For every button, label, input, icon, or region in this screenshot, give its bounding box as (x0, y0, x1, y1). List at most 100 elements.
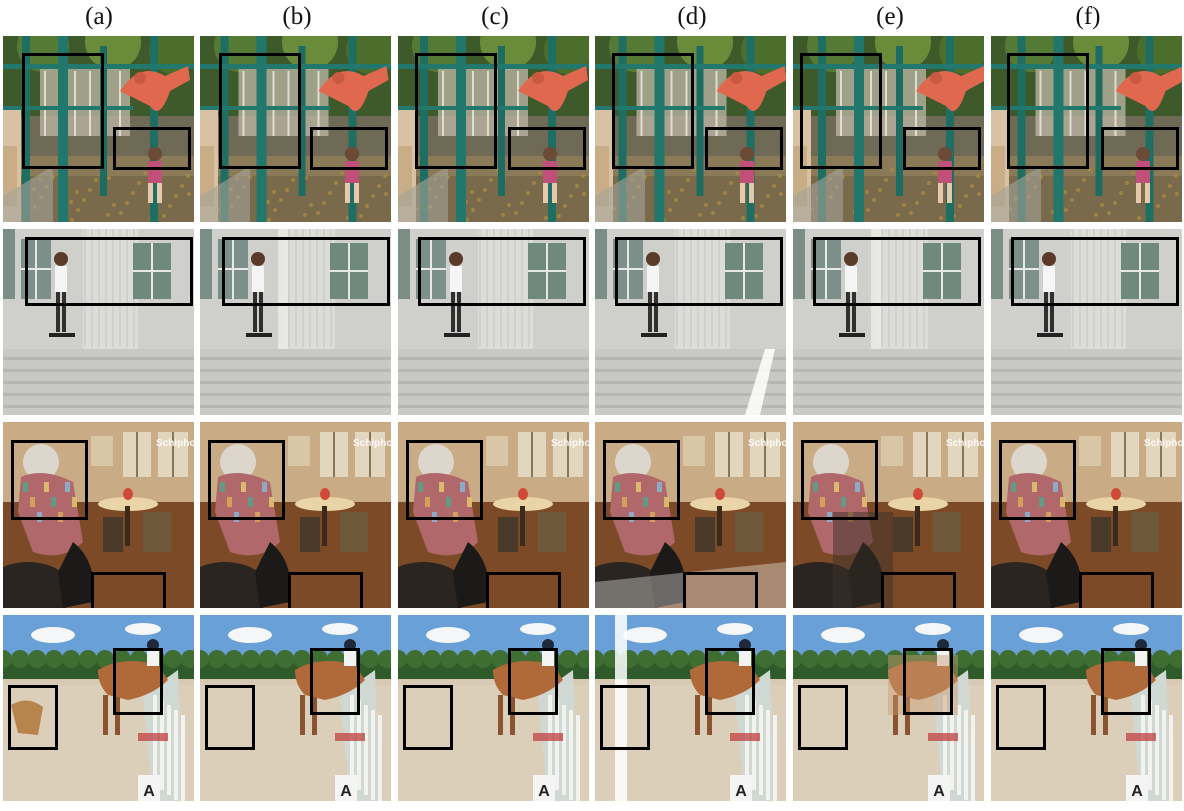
highlight-box-2 (683, 572, 758, 608)
highlight-box-2 (705, 648, 755, 715)
highlight-box-2 (310, 127, 388, 170)
highlight-box-2 (486, 572, 561, 608)
highlight-box-1 (1007, 53, 1089, 169)
image-horse-show-jump-e: A (793, 615, 984, 801)
highlight-box-1 (11, 440, 88, 520)
image-skateboarder-building-e (793, 229, 984, 415)
photo-playground-dinosaur (398, 36, 589, 222)
watermark-text: Schiphol (156, 438, 194, 449)
svg-text:A: A (1131, 783, 1143, 800)
image-skateboarder-building-c (398, 229, 589, 415)
column-label-b: (b) (282, 3, 312, 30)
photo-cafe-dancer: Schiphol (3, 422, 194, 608)
photo-skateboarder-building (991, 229, 1182, 415)
column-label-a: (a) (85, 3, 113, 30)
svg-text:A: A (735, 783, 747, 800)
photo-horse-show-jump: A (793, 615, 984, 801)
image-skateboarder-building-b (200, 229, 391, 415)
svg-text:A: A (340, 783, 352, 800)
highlight-box-2 (1101, 648, 1151, 715)
highlight-box-2 (113, 648, 163, 715)
highlight-box-2 (288, 572, 363, 608)
highlight-box-2 (903, 648, 953, 715)
image-horse-show-jump-c: A (398, 615, 589, 801)
column-label-f: (f) (1075, 3, 1101, 30)
image-cafe-dancer-a: Schiphol (3, 422, 194, 608)
highlight-box-1 (999, 440, 1076, 520)
image-cafe-dancer-c: Schiphol (398, 422, 589, 608)
column-headers: (a) (b) (c) (d) (e) (f) (0, 0, 1184, 36)
highlight-box-1 (22, 53, 104, 169)
image-playground-dinosaur-c (398, 36, 589, 222)
image-horse-show-jump-a: A (3, 615, 194, 801)
highlight-box-2 (508, 127, 586, 170)
highlight-box-1 (612, 53, 694, 169)
highlight-box-1 (8, 685, 58, 750)
image-skateboarder-building-d (595, 229, 786, 415)
image-cafe-dancer-f: Schiphol (991, 422, 1182, 608)
photo-skateboarder-building (398, 229, 589, 415)
column-label-c: (c) (481, 3, 509, 30)
photo-skateboarder-building (595, 229, 786, 415)
photo-cafe-dancer: Schiphol (595, 422, 786, 608)
image-playground-dinosaur-e (793, 36, 984, 222)
highlight-box-1 (615, 237, 783, 306)
highlight-box-1 (813, 237, 981, 306)
highlight-box-1 (403, 685, 453, 750)
highlight-box-2 (310, 648, 360, 715)
image-playground-dinosaur-a (3, 36, 194, 222)
photo-skateboarder-building (200, 229, 391, 415)
highlight-box-1 (418, 237, 586, 306)
svg-text:A: A (143, 783, 155, 800)
image-horse-show-jump-d: A (595, 615, 786, 801)
highlight-box-2 (1101, 127, 1179, 170)
highlight-box-1 (600, 685, 650, 750)
photo-cafe-dancer: Schiphol (398, 422, 589, 608)
photo-skateboarder-building (3, 229, 194, 415)
highlight-box-1 (205, 685, 255, 750)
photo-playground-dinosaur (595, 36, 786, 222)
highlight-box-1 (798, 685, 848, 750)
watermark-text: Schiphol (946, 438, 984, 449)
highlight-box-1 (603, 440, 680, 520)
highlight-box-2 (508, 648, 558, 715)
watermark-text: Schiphol (1144, 438, 1182, 449)
photo-skateboarder-building (793, 229, 984, 415)
image-playground-dinosaur-b (200, 36, 391, 222)
highlight-box-2 (1079, 572, 1154, 608)
image-cafe-dancer-d: Schiphol (595, 422, 786, 608)
highlight-box-2 (903, 127, 981, 170)
watermark-text: Schiphol (353, 438, 391, 449)
highlight-box-1 (406, 440, 483, 520)
image-horse-show-jump-b: A (200, 615, 391, 801)
highlight-box-1 (996, 685, 1046, 750)
highlight-box-2 (705, 127, 783, 170)
highlight-box-1 (208, 440, 285, 520)
highlight-box-1 (800, 53, 882, 169)
highlight-box-2 (881, 572, 956, 608)
photo-horse-show-jump: A (991, 615, 1182, 801)
column-label-d: (d) (677, 3, 707, 30)
highlight-box-2 (113, 127, 191, 170)
highlight-box-1 (219, 53, 301, 169)
highlight-box-1 (1011, 237, 1179, 306)
photo-playground-dinosaur (793, 36, 984, 222)
highlight-box-1 (222, 237, 390, 306)
image-cafe-dancer-e: Schiphol (793, 422, 984, 608)
image-playground-dinosaur-d (595, 36, 786, 222)
column-label-e: (e) (876, 3, 904, 30)
image-cafe-dancer-b: Schiphol (200, 422, 391, 608)
highlight-box-2 (91, 572, 166, 608)
svg-text:A: A (538, 783, 550, 800)
watermark-text: Schiphol (748, 438, 786, 449)
watermark-text: Schiphol (551, 438, 589, 449)
highlight-box-1 (801, 440, 878, 520)
image-skateboarder-building-a (3, 229, 194, 415)
image-horse-show-jump-f: A (991, 615, 1182, 801)
svg-text:A: A (933, 783, 945, 800)
photo-cafe-dancer: Schiphol (991, 422, 1182, 608)
image-grid: Schiphol Schiphol Schiphol Schiphol Schiphol… (0, 36, 1184, 811)
image-skateboarder-building-f (991, 229, 1182, 415)
image-playground-dinosaur-f (991, 36, 1182, 222)
highlight-box-1 (415, 53, 497, 169)
